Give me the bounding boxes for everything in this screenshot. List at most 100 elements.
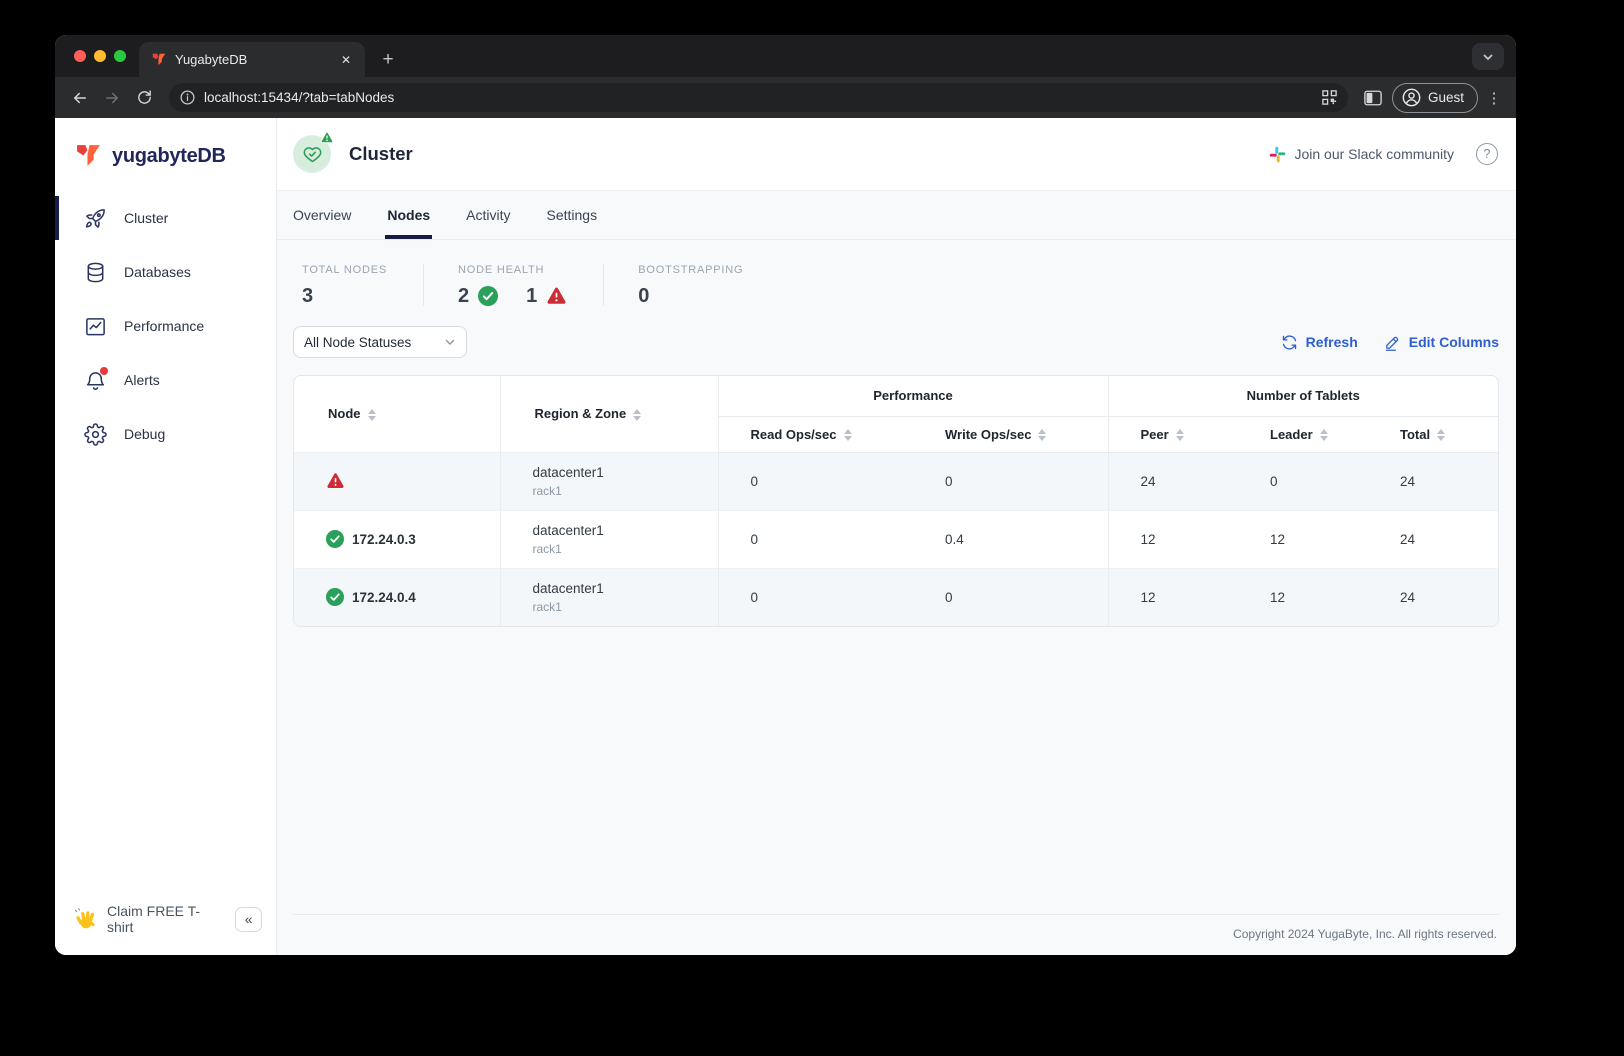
sort-icon	[843, 429, 852, 442]
edit-columns-button[interactable]: Edit Columns	[1384, 334, 1499, 351]
node-status-filter[interactable]: All Node Statuses	[293, 326, 467, 358]
tab-close-icon[interactable]: ✕	[340, 52, 352, 67]
sort-icon	[1437, 429, 1446, 442]
region: datacenter1	[532, 581, 604, 597]
back-icon[interactable]	[67, 85, 93, 111]
healthy-check-icon	[478, 286, 499, 306]
forward-icon[interactable]	[99, 85, 125, 111]
refresh-button[interactable]: Refresh	[1281, 334, 1358, 351]
sidebar-item-databases[interactable]: Databases	[55, 245, 276, 299]
chart-icon	[84, 315, 107, 338]
sidebar: yugabyteDB Cluster Databases Performance	[55, 118, 277, 955]
stat-value: 3	[302, 285, 314, 307]
tab-search-chevron-icon[interactable]	[1472, 43, 1504, 70]
stat-bootstrapping: BOOTSTRAPPING 0	[603, 264, 779, 306]
unhealthy-count: 1	[526, 285, 538, 307]
tab-activity[interactable]: Activity	[466, 207, 511, 223]
slack-link-label: Join our Slack community	[1294, 146, 1454, 162]
node-error-icon	[326, 472, 345, 490]
site-info-icon[interactable]	[179, 89, 196, 106]
table-row[interactable]: datacenter1 rack1 0 0 24 0 24	[294, 452, 1498, 510]
write-ops: 0.4	[945, 531, 964, 547]
warning-triangle-icon	[546, 286, 567, 306]
cluster-tab-bar: Overview Nodes Activity Settings	[277, 190, 1516, 240]
browser-tabstrip: YugabyteDB ✕ +	[55, 35, 1516, 77]
region: datacenter1	[532, 523, 604, 539]
column-header-region-zone[interactable]: Region & Zone	[499, 376, 718, 452]
waving-hand-icon	[74, 907, 97, 931]
write-ops: 0	[945, 473, 953, 489]
sidebar-collapse-button[interactable]: «	[235, 906, 262, 932]
refresh-label: Refresh	[1305, 334, 1358, 350]
help-icon[interactable]: ?	[1476, 143, 1498, 165]
guest-avatar-icon	[1402, 88, 1421, 107]
minimize-window-button[interactable]	[94, 50, 106, 62]
column-header-total[interactable]: Total	[1368, 416, 1498, 453]
reload-icon[interactable]	[131, 85, 157, 111]
cluster-warning-badge-icon	[320, 131, 334, 145]
logo-text: yugabyteDB	[112, 145, 226, 167]
favicon-yugabyte-icon	[151, 52, 167, 68]
browser-toolbar: localhost:15434/?tab=tabNodes Guest ⋮	[55, 77, 1516, 118]
qr-code-icon[interactable]	[1321, 89, 1338, 106]
browser-tab[interactable]: YugabyteDB ✕	[139, 42, 365, 77]
gear-icon	[84, 422, 107, 446]
tab-settings[interactable]: Settings	[546, 207, 598, 223]
node-name: 172.24.0.3	[352, 531, 416, 547]
sidebar-item-debug[interactable]: Debug	[55, 407, 276, 461]
sidebar-item-label: Performance	[124, 318, 205, 334]
tab-overview[interactable]: Overview	[293, 207, 352, 223]
sidebar-item-performance[interactable]: Performance	[55, 299, 276, 353]
side-panel-icon[interactable]	[1360, 85, 1386, 111]
zone: rack1	[532, 483, 562, 498]
url-bar[interactable]: localhost:15434/?tab=tabNodes	[169, 83, 1348, 112]
column-group-performance: Performance	[717, 376, 1109, 417]
table-row[interactable]: 172.24.0.3 datacenter1 rack1 0 0.4 12 12 …	[294, 510, 1498, 568]
yugabytedb-logo[interactable]: yugabyteDB	[55, 118, 276, 191]
sidebar-item-label: Alerts	[124, 372, 160, 388]
node-healthy-icon	[326, 530, 344, 548]
refresh-icon	[1281, 334, 1298, 351]
sort-icon	[1175, 429, 1184, 442]
read-ops: 0	[717, 568, 913, 626]
tab-nodes[interactable]: Nodes	[385, 191, 432, 239]
sidebar-item-alerts[interactable]: Alerts	[55, 353, 276, 407]
claim-tshirt-link[interactable]: Claim FREE T-shirt	[107, 903, 201, 935]
column-header-peer[interactable]: Peer	[1107, 416, 1239, 453]
close-window-button[interactable]	[74, 50, 86, 62]
copyright-text: Copyright 2024 YugaByte, Inc. All rights…	[293, 914, 1499, 955]
stat-value: 0	[638, 285, 650, 307]
stat-total-nodes: TOTAL NODES 3	[293, 264, 423, 306]
stat-label: BOOTSTRAPPING	[638, 264, 744, 276]
table-row[interactable]: 172.24.0.4 datacenter1 rack1 0 0 12 12 24	[294, 568, 1498, 626]
page-title: Cluster	[349, 143, 413, 164]
rocket-icon	[84, 207, 107, 230]
node-healthy-icon	[326, 588, 344, 607]
profile-button[interactable]: Guest	[1391, 82, 1478, 113]
column-header-leader[interactable]: Leader	[1238, 416, 1369, 453]
filter-value: All Node Statuses	[304, 334, 412, 350]
total-tablets: 24	[1400, 531, 1416, 547]
new-tab-button[interactable]: +	[382, 49, 394, 70]
tab-title: YugabyteDB	[175, 52, 248, 67]
column-group-tablets: Number of Tablets	[1107, 376, 1498, 417]
cluster-health-icon	[293, 131, 334, 173]
peer-tablets: 12	[1107, 510, 1239, 568]
column-header-write-ops[interactable]: Write Ops/sec	[913, 416, 1109, 453]
slack-community-link[interactable]: Join our Slack community	[1269, 146, 1454, 163]
stat-label: NODE HEALTH	[458, 264, 545, 276]
slack-icon	[1269, 146, 1286, 163]
leader-tablets: 12	[1270, 589, 1286, 605]
sidebar-item-cluster[interactable]: Cluster	[55, 191, 276, 245]
sort-icon	[367, 408, 376, 421]
stat-node-health: NODE HEALTH 2 1	[423, 264, 603, 306]
column-header-read-ops[interactable]: Read Ops/sec	[717, 416, 913, 453]
browser-menu-icon[interactable]: ⋮	[1486, 89, 1502, 107]
edit-columns-label: Edit Columns	[1408, 334, 1499, 350]
zone: rack1	[532, 600, 562, 615]
column-header-node[interactable]: Node	[294, 376, 500, 452]
zoom-window-button[interactable]	[114, 50, 126, 62]
nodes-table: Node Region & Zone Performance Number of…	[293, 375, 1499, 627]
node-name: 172.24.0.4	[352, 589, 416, 605]
leader-tablets: 0	[1270, 473, 1278, 489]
